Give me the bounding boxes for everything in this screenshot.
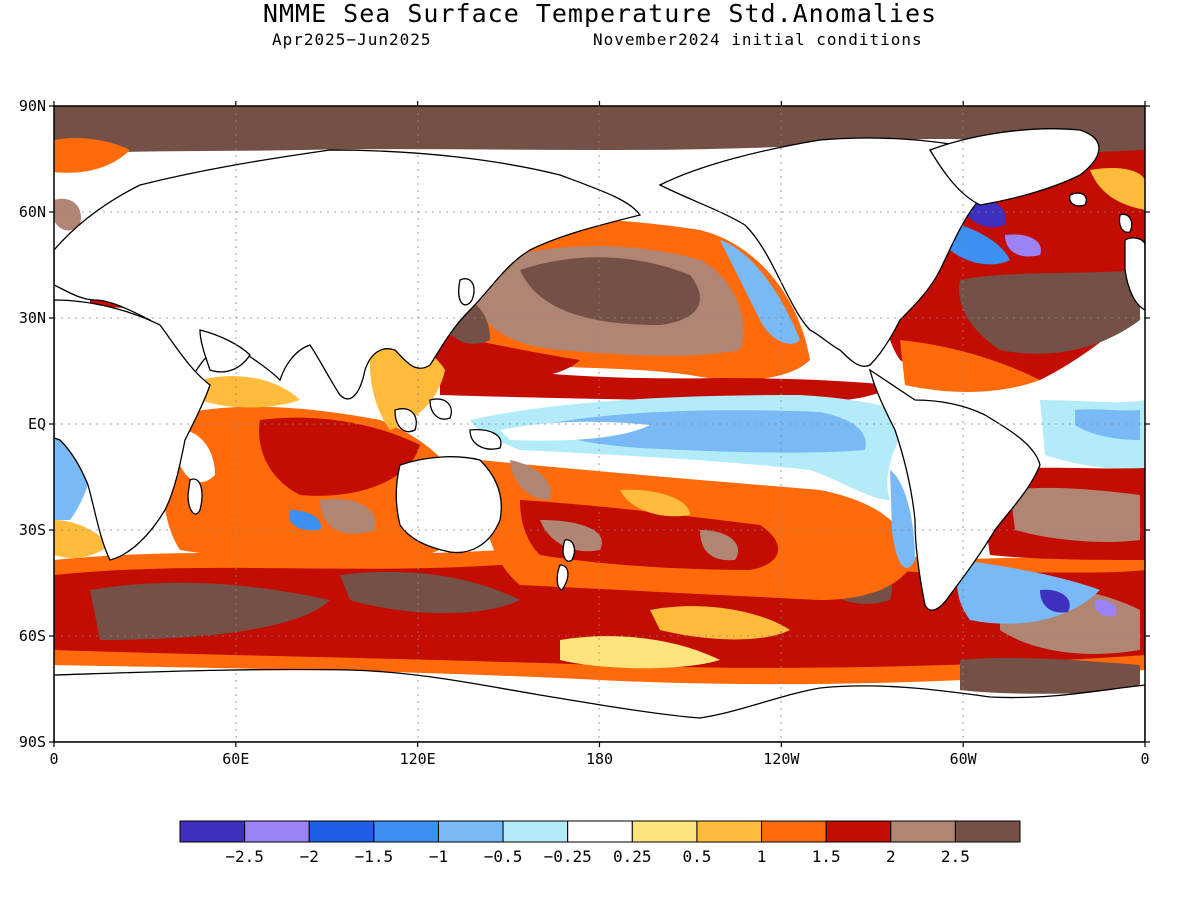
lat-tick-label: 30S	[19, 521, 46, 539]
lat-tick-label: EQ	[28, 415, 46, 433]
colorbar-swatch	[373, 820, 439, 843]
colorbar-swatch	[502, 820, 569, 843]
lon-tick-label: 120E	[400, 750, 436, 768]
anomaly-field	[54, 106, 1145, 742]
colorbar-label: −1.5	[355, 847, 394, 866]
colorbar-swatch	[244, 820, 310, 843]
colorbar-label: −2	[300, 847, 319, 866]
colorbar-label: 0.5	[682, 847, 711, 866]
colorbar-label: 2.5	[941, 847, 970, 866]
colorbar-label: 1.5	[812, 847, 841, 866]
colorbar-swatch	[567, 820, 633, 843]
colorbar-swatch	[954, 820, 1021, 843]
colorbar-label: −0.25	[544, 847, 592, 866]
colorbar: −2.5 −2 −1.5 −1 −0.5 −0.25 0.25 0.5 1 1.5 2 2.5	[179, 820, 1021, 866]
lon-tick-label: 180	[586, 750, 613, 768]
chart-title: NMME Sea Surface Temperature Std.Anomali…	[262, 0, 938, 28]
colorbar-label: 0.25	[613, 847, 652, 866]
colorbar-swatch	[437, 820, 504, 843]
lat-tick-label: 30N	[19, 309, 46, 327]
colorbar-label: 1	[757, 847, 767, 866]
initial-conditions-subtitle: November2024 initial conditions	[593, 30, 923, 49]
lat-tick-label: 60S	[19, 627, 46, 645]
graticule	[54, 106, 1145, 742]
lat-tick-label: 90S	[19, 733, 46, 751]
lon-tick-label: 60W	[950, 750, 978, 768]
colorbar-swatch	[631, 820, 698, 843]
lat-tick-label: 60N	[19, 203, 46, 221]
lon-tick-label: 0	[49, 750, 58, 768]
colorbar-swatch	[761, 820, 827, 843]
lon-tick-label: 120W	[763, 750, 800, 768]
colorbar-swatch	[890, 820, 956, 843]
continents	[54, 128, 1145, 742]
colorbar-label: 2	[886, 847, 896, 866]
longitude-axis: 0 60E 120E 180 120W 60W 0	[49, 101, 1150, 768]
lon-tick-label: 0	[1140, 750, 1149, 768]
lon-tick-label: 60E	[222, 750, 249, 768]
colorbar-label: −2.5	[225, 847, 264, 866]
colorbar-swatch	[825, 820, 892, 843]
lat-tick-label: 90N	[19, 97, 46, 115]
colorbar-label: −1	[429, 847, 448, 866]
colorbar-swatch	[696, 820, 763, 843]
season-subtitle: Apr2025−Jun2025	[272, 30, 432, 49]
colorbar-swatch	[179, 820, 246, 843]
latitude-axis: 90N 60N 30N EQ 30S 60S 90S	[19, 97, 1150, 751]
colorbar-swatch	[308, 820, 375, 843]
colorbar-label: −0.5	[484, 847, 523, 866]
